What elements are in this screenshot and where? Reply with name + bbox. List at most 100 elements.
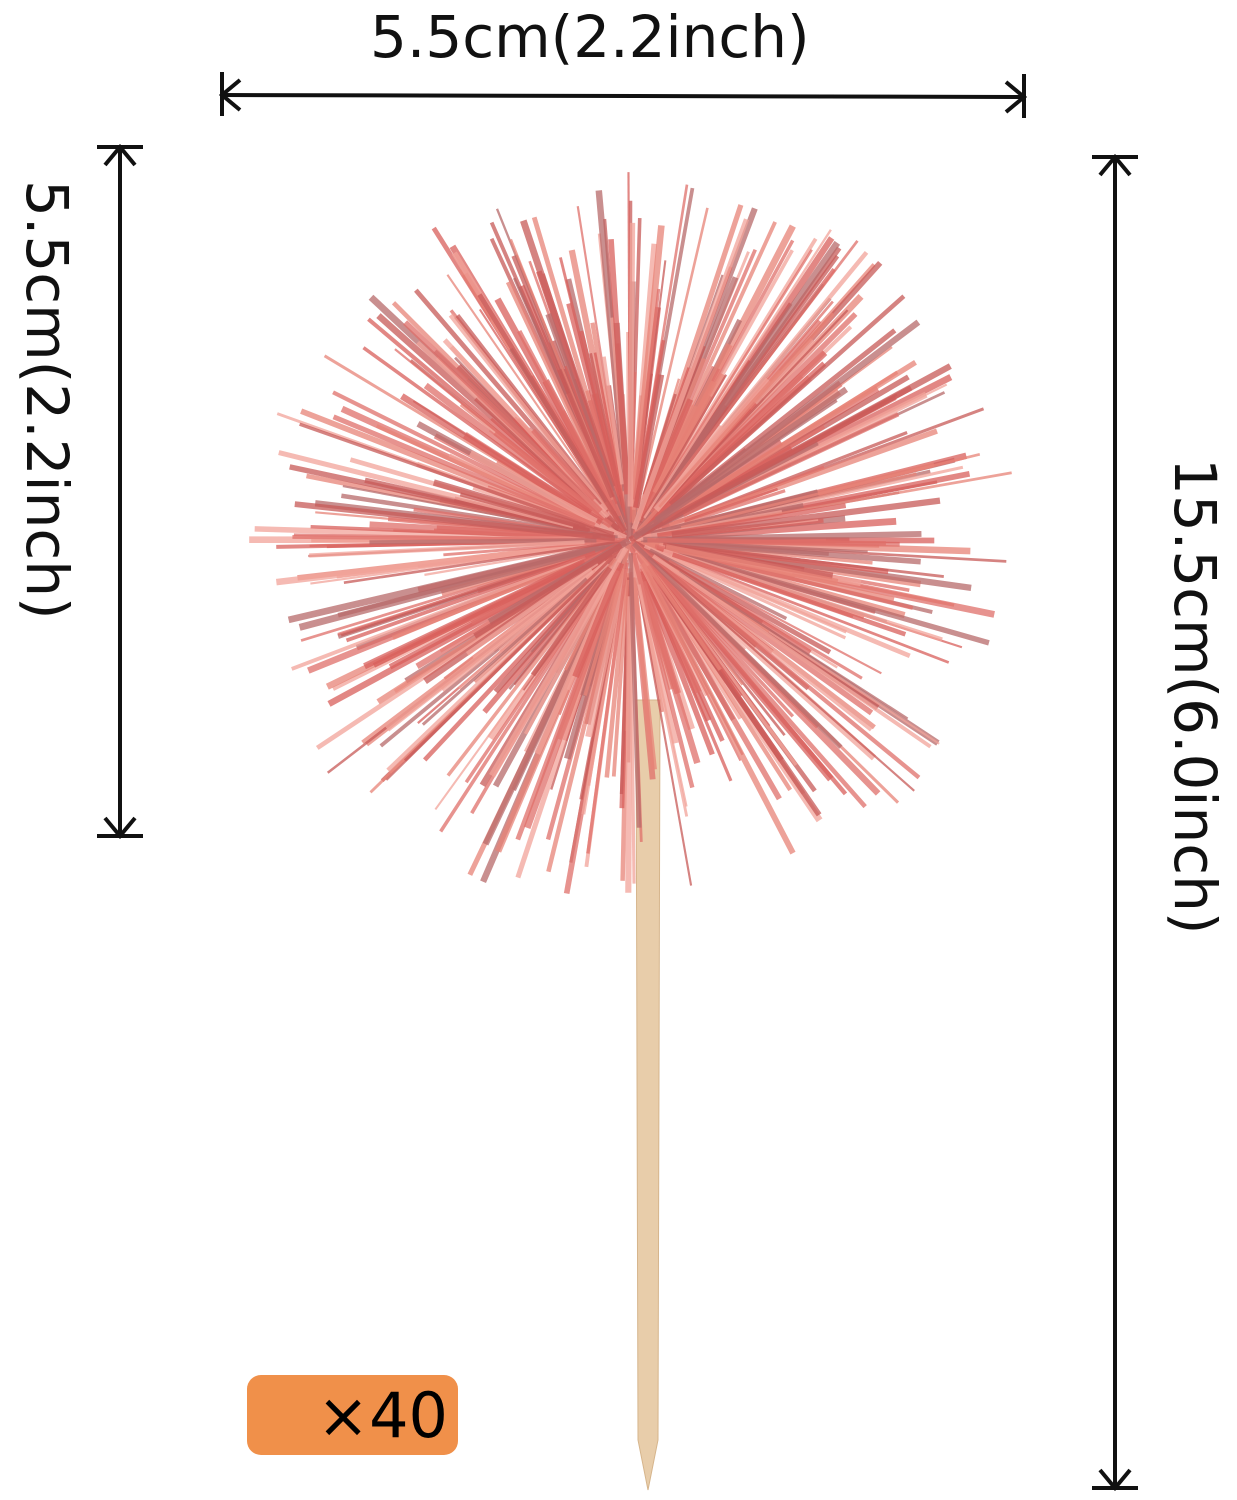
tinsel-strand [369,538,597,545]
tinsel-strand [369,521,593,541]
tinsel-strand [523,548,627,735]
tinsel-strand [557,368,615,499]
total-height-arrow [1092,153,1138,1492]
tinsel-strand [631,539,832,655]
width-arrow [218,72,1028,118]
tinsel-strand [345,550,597,643]
tinsel-strand [432,479,615,539]
tinsel-strand [676,551,990,646]
tinsel-strand [579,330,622,496]
tinsel-strand [391,558,581,641]
tinsel-strand [448,313,609,513]
tinsel-strand [446,274,626,533]
total-height-label: 15.5cm(6.0inch) [1161,458,1229,935]
tinsel-strand [564,365,618,505]
tinsel-strand [654,319,921,523]
tinsel-strand [643,544,847,634]
tinsel-strand [650,249,813,507]
tinsel-strand [608,238,630,495]
tinsel-strand [658,369,781,508]
tinsel-strand [586,562,629,854]
tinsel-strand [424,548,574,577]
tinsel-strand [278,450,575,529]
tinsel-strand [593,352,631,537]
tinsel-strand [682,412,900,518]
wooden-stick [635,699,661,1491]
tinsel-strand [635,207,709,513]
tinsel-strand [572,561,625,679]
tinsel-strand [634,543,921,780]
tinsel-strand [465,561,599,656]
tinsel-strand [652,240,841,506]
tinsel-strand [298,537,627,631]
tinsel-strand [546,542,632,873]
tinsel-strand [631,218,750,531]
tinsel-strand [668,559,882,675]
tinsel-strand [611,579,630,777]
tinsel-strand [531,428,596,502]
tinsel-strand [362,346,593,514]
quantity-badge: ×40 [247,1375,458,1455]
tinsel-strand [637,584,689,817]
tinsel-strand [641,350,828,530]
tinsel-strand [628,543,695,789]
tinsel-strand [632,386,849,540]
tinsel-strand [385,567,594,732]
tinsel-strand [400,393,604,525]
tinsel-strand [671,497,941,538]
tinsel-strand [684,487,779,523]
tinsel-strand [332,414,596,528]
tinsel-strand [625,596,633,893]
tinsel-strand [403,320,603,514]
tinsel-strand [651,554,932,749]
tinsel-strand [660,360,917,523]
tinsel-strand [639,580,681,695]
tinsel-strand [291,555,586,671]
tinsel-strand [628,553,657,770]
tinsel-strand [643,229,832,519]
tinsel-strand [309,540,585,558]
tinsel-strand [652,380,717,495]
tinsel-strand [647,538,886,546]
tinsel-strand [489,545,629,778]
tinsel-strand [680,453,981,529]
tinsel-strand [627,222,636,507]
tinsel-strand [628,363,952,543]
tinsel-strand [640,374,728,522]
tinsel-strand [517,329,617,513]
tinsel-strand [639,570,715,756]
tinsel-strand [631,541,843,749]
tinsel-strand [443,539,624,557]
head-height-label: 5.5cm(2.2inch) [13,180,81,620]
tinsel-strand [530,562,611,653]
tinsel-strand [666,539,921,565]
tinsel-pompom [249,172,1012,895]
tinsel-strand [647,555,915,792]
tinsel-strand [649,240,859,514]
width-label: 5.5cm(2.2inch) [370,3,810,71]
tinsel-strand [635,577,693,886]
tinsel-strand [421,577,588,726]
tinsel-strand [663,542,944,579]
tinsel-strand [332,390,597,525]
tinsel-strand [651,568,744,686]
tinsel-strand [671,552,907,637]
tinsel-strand [299,422,626,540]
tinsel-strand [678,570,909,720]
tinsel-strand [403,547,623,762]
tinsel-strand [343,539,626,584]
tinsel-strand [505,280,614,502]
tinsel-strand [473,542,623,639]
tinsel-strand [394,348,605,520]
tinsel-strand [583,573,622,696]
tinsel-strand [633,339,666,508]
tinsel-strand [388,562,585,670]
tinsel-strand [638,553,722,671]
tinsel-strand [477,293,627,533]
tinsel-strand [665,544,839,586]
tinsel-strand [604,572,630,778]
tinsel-strand [628,553,642,828]
tinsel-strand [530,566,613,677]
tinsel-strand [633,288,661,500]
